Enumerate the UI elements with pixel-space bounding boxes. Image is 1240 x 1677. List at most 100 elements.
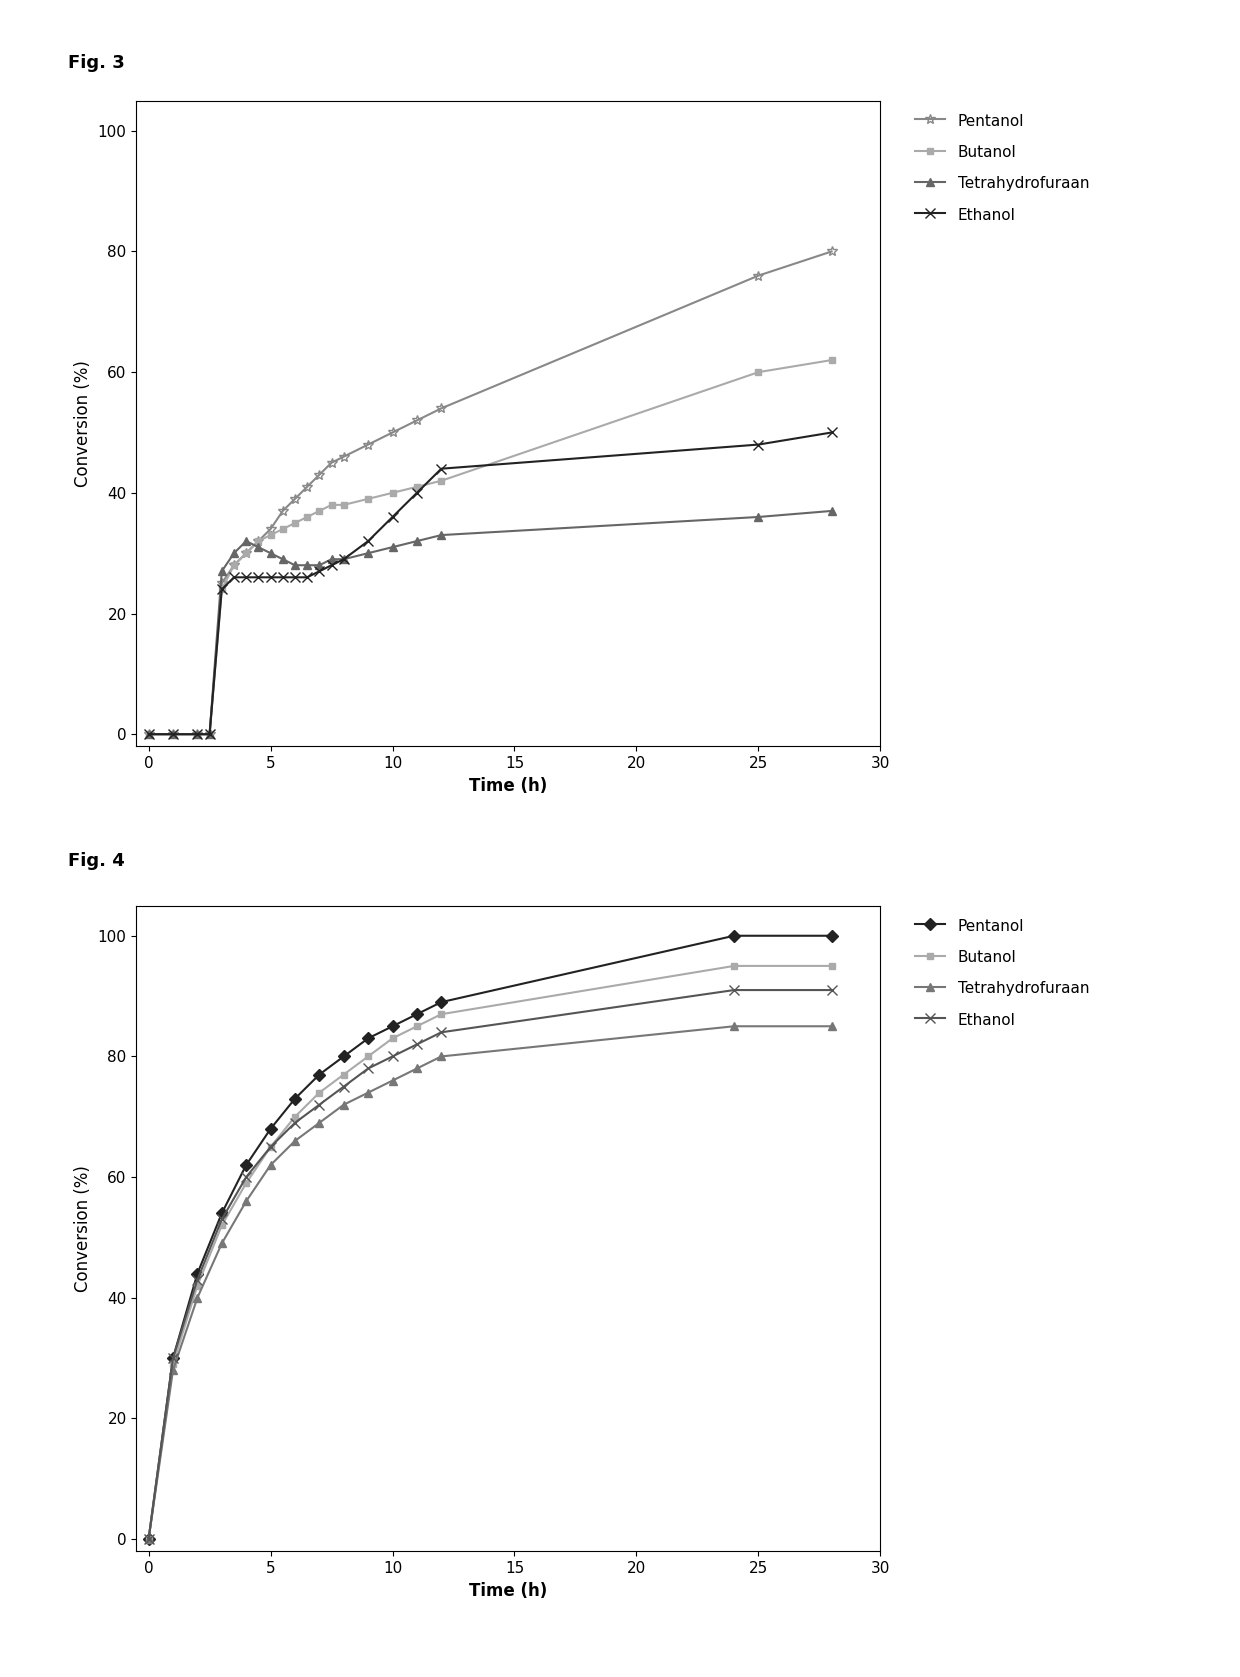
- Ethanol: [336, 1077, 351, 1097]
- Line: Pentanol: Pentanol: [144, 932, 836, 1543]
- Pentanol: [263, 1119, 278, 1139]
- Pentanol: [275, 501, 290, 522]
- Tetrahydrofuraan: [275, 548, 290, 569]
- Tetrahydrofuraan: [250, 537, 265, 557]
- Butanol: [275, 518, 290, 538]
- Pentanol: [361, 1028, 376, 1048]
- Pentanol: [250, 532, 265, 552]
- Ethanol: [386, 506, 401, 527]
- Tetrahydrofuraan: [300, 555, 315, 575]
- Text: Fig. 3: Fig. 3: [68, 54, 125, 72]
- Butanol: [141, 724, 156, 745]
- Tetrahydrofuraan: [312, 1114, 327, 1134]
- Y-axis label: Conversion (%): Conversion (%): [74, 1166, 92, 1291]
- Butanol: [141, 1529, 156, 1550]
- Y-axis label: Conversion (%): Conversion (%): [74, 361, 92, 486]
- Tetrahydrofuraan: [727, 1016, 742, 1036]
- Butanol: [727, 956, 742, 976]
- Tetrahydrofuraan: [288, 1130, 303, 1150]
- Butanol: [190, 1276, 205, 1296]
- Text: Fig. 4: Fig. 4: [68, 852, 125, 870]
- Pentanol: [336, 1046, 351, 1067]
- Butanol: [409, 1016, 424, 1036]
- Pentanol: [727, 926, 742, 946]
- Butanol: [312, 1083, 327, 1103]
- Tetrahydrofuraan: [263, 543, 278, 563]
- Pentanol: [434, 993, 449, 1013]
- Butanol: [263, 525, 278, 545]
- Line: Ethanol: Ethanol: [144, 984, 837, 1545]
- Butanol: [300, 506, 315, 527]
- Pentanol: [409, 411, 424, 431]
- Tetrahydrofuraan: [263, 1155, 278, 1176]
- Pentanol: [312, 465, 327, 485]
- Ethanol: [409, 483, 424, 503]
- Butanol: [263, 1137, 278, 1157]
- Tetrahydrofuraan: [434, 1046, 449, 1067]
- Butanol: [825, 350, 839, 371]
- Pentanol: [166, 724, 181, 745]
- Tetrahydrofuraan: [288, 555, 303, 575]
- Tetrahydrofuraan: [239, 1191, 254, 1211]
- Butanol: [825, 956, 839, 976]
- Legend: Pentanol, Butanol, Tetrahydrofuraan, Ethanol: Pentanol, Butanol, Tetrahydrofuraan, Eth…: [910, 109, 1094, 226]
- Line: Ethanol: Ethanol: [144, 428, 837, 740]
- Pentanol: [312, 1065, 327, 1085]
- Tetrahydrofuraan: [312, 555, 327, 575]
- Line: Pentanol: Pentanol: [144, 247, 837, 740]
- Pentanol: [825, 241, 839, 262]
- Pentanol: [215, 574, 229, 594]
- Ethanol: [239, 1167, 254, 1187]
- Pentanol: [336, 446, 351, 466]
- X-axis label: Time (h): Time (h): [469, 776, 548, 795]
- Butanol: [434, 1005, 449, 1025]
- Ethanol: [288, 1114, 303, 1134]
- Ethanol: [409, 1035, 424, 1055]
- Butanol: [239, 543, 254, 563]
- Line: Butanol: Butanol: [145, 357, 835, 738]
- Butanol: [312, 501, 327, 522]
- Butanol: [202, 724, 217, 745]
- Ethanol: [215, 579, 229, 599]
- Tetrahydrofuraan: [215, 1233, 229, 1253]
- X-axis label: Time (h): Time (h): [469, 1581, 548, 1600]
- Tetrahydrofuraan: [324, 548, 339, 569]
- Butanol: [361, 1046, 376, 1067]
- Ethanol: [825, 423, 839, 443]
- Tetrahydrofuraan: [336, 1095, 351, 1115]
- Butanol: [227, 555, 242, 575]
- Ethanol: [141, 724, 156, 745]
- Butanol: [215, 1216, 229, 1236]
- Ethanol: [751, 434, 766, 454]
- Tetrahydrofuraan: [409, 532, 424, 552]
- Pentanol: [190, 1263, 205, 1283]
- Tetrahydrofuraan: [409, 1058, 424, 1078]
- Tetrahydrofuraan: [434, 525, 449, 545]
- Line: Tetrahydrofuraan: Tetrahydrofuraan: [144, 506, 836, 738]
- Pentanol: [190, 724, 205, 745]
- Pentanol: [141, 724, 156, 745]
- Pentanol: [288, 1088, 303, 1108]
- Butanol: [386, 483, 401, 503]
- Ethanol: [386, 1046, 401, 1067]
- Ethanol: [141, 1529, 156, 1550]
- Ethanol: [361, 532, 376, 552]
- Pentanol: [239, 543, 254, 563]
- Ethanol: [166, 1348, 181, 1368]
- Ethanol: [300, 567, 315, 587]
- Line: Tetrahydrofuraan: Tetrahydrofuraan: [144, 1021, 836, 1543]
- Tetrahydrofuraan: [166, 724, 181, 745]
- Ethanol: [312, 562, 327, 582]
- Ethanol: [250, 567, 265, 587]
- Pentanol: [288, 488, 303, 508]
- Ethanol: [324, 555, 339, 575]
- Butanol: [239, 1174, 254, 1194]
- Pentanol: [386, 423, 401, 443]
- Tetrahydrofuraan: [141, 1529, 156, 1550]
- Pentanol: [166, 1348, 181, 1368]
- Butanol: [324, 495, 339, 515]
- Ethanol: [727, 979, 742, 999]
- Butanol: [190, 724, 205, 745]
- Tetrahydrofuraan: [825, 1016, 839, 1036]
- Ethanol: [288, 567, 303, 587]
